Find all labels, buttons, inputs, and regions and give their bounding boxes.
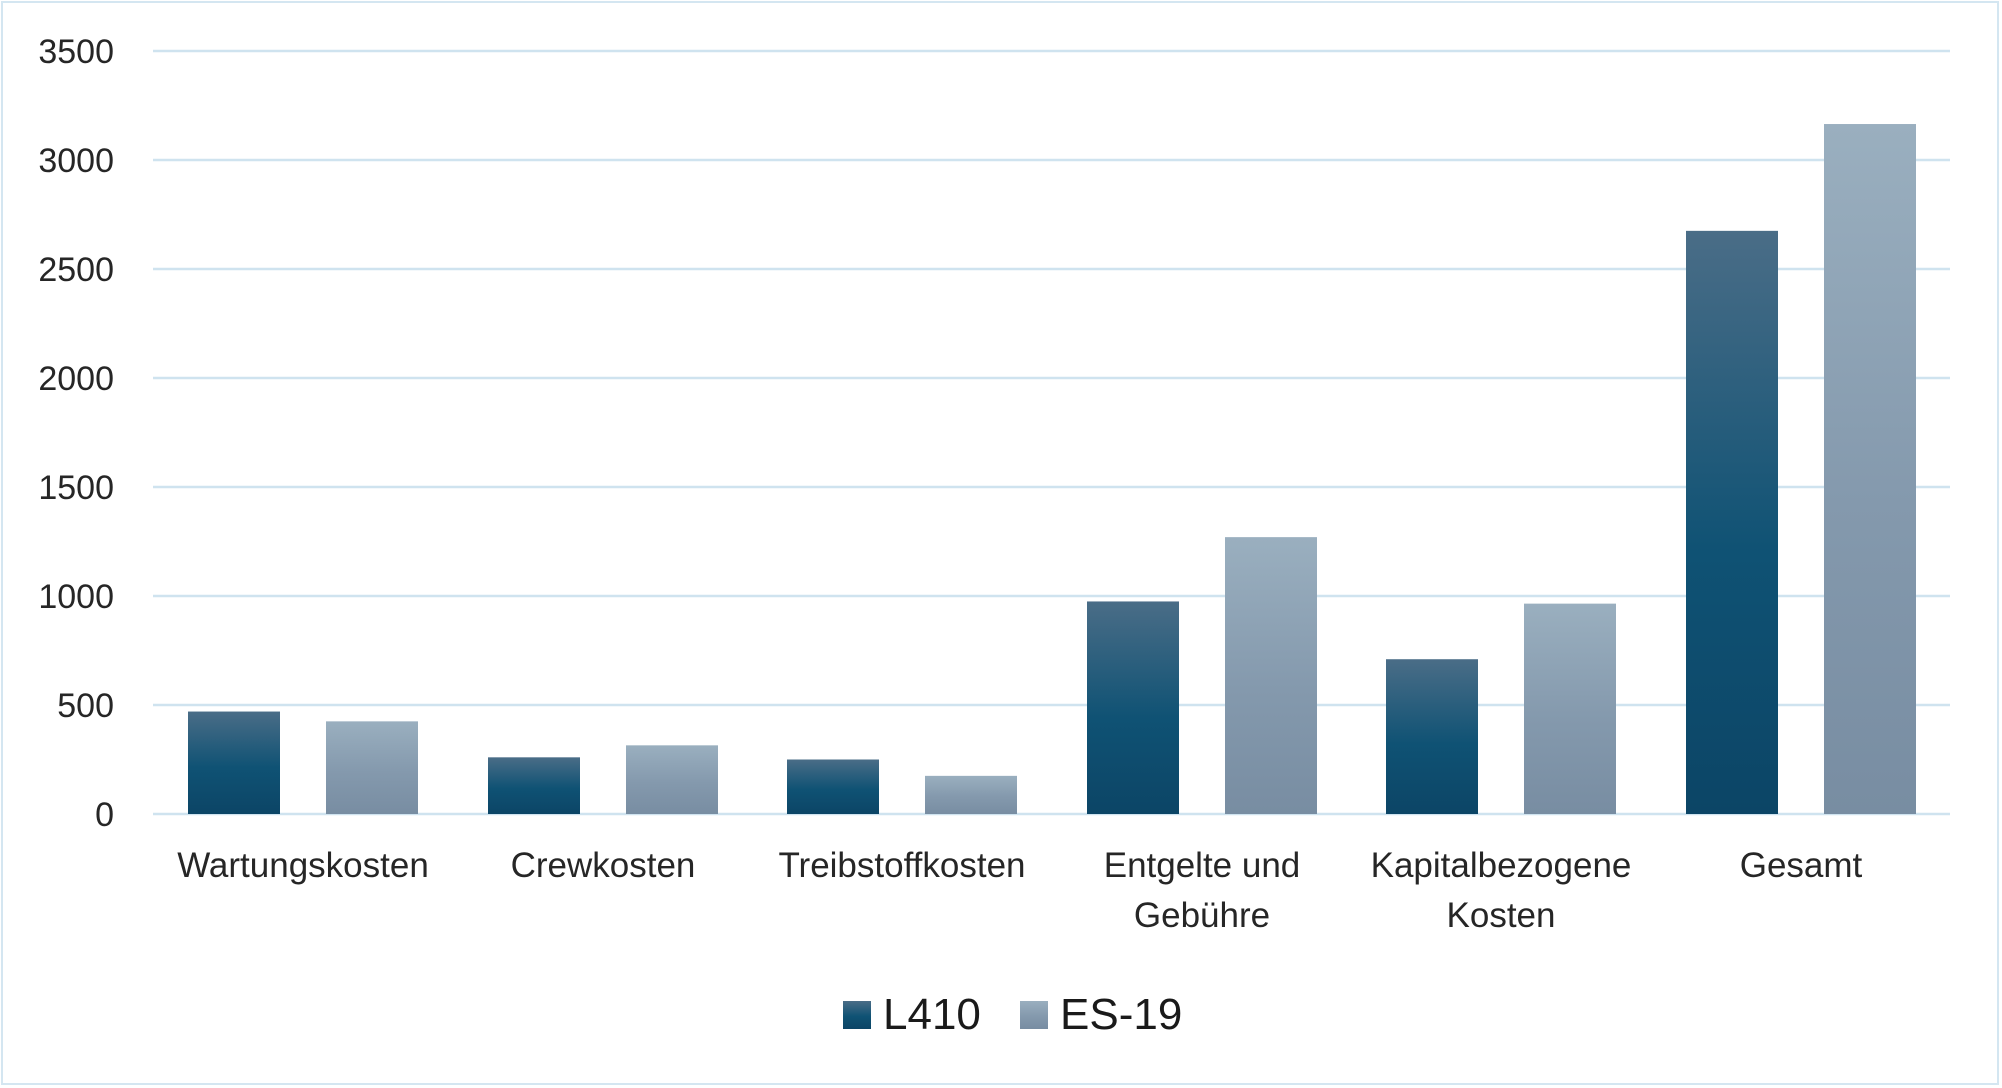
y-tick-label: 2000 bbox=[38, 360, 114, 398]
legend: L410 ES-19 bbox=[843, 990, 1182, 1039]
y-tick-label: 3500 bbox=[38, 33, 114, 71]
bar-l410-3 bbox=[1087, 601, 1179, 814]
legend-swatch-l410 bbox=[843, 1001, 871, 1029]
bar-l410-1 bbox=[488, 757, 580, 814]
bar-es-19-5 bbox=[1824, 124, 1916, 814]
y-tick-label: 0 bbox=[95, 796, 114, 834]
y-tick-label: 1000 bbox=[38, 578, 114, 616]
legend-label-l410: L410 bbox=[883, 990, 981, 1039]
y-tick-label: 3000 bbox=[38, 142, 114, 180]
x-category-label: Wartungskosten bbox=[177, 846, 429, 885]
bar-l410-0 bbox=[188, 711, 280, 814]
bar-es-19-3 bbox=[1225, 537, 1317, 814]
gridlines bbox=[153, 49, 1950, 816]
x-category-label: Entgelte und Gebühre bbox=[1104, 846, 1301, 935]
x-category-label: Gesamt bbox=[1740, 846, 1863, 885]
y-tick-label: 2500 bbox=[38, 251, 114, 289]
x-category-label: Kapitalbezogene Kosten bbox=[1371, 846, 1632, 935]
legend-label-es-19: ES-19 bbox=[1060, 990, 1182, 1039]
bar-es-19-2 bbox=[925, 775, 1017, 814]
bar-es-19-0 bbox=[326, 721, 418, 814]
bars bbox=[188, 124, 1916, 815]
bar-es-19-1 bbox=[626, 745, 718, 814]
y-tick-label: 500 bbox=[57, 687, 114, 725]
bar-es-19-4 bbox=[1524, 603, 1616, 814]
y-tick-label: 1500 bbox=[38, 469, 114, 507]
y-axis-tick-labels: 0 500 1000 1500 2000 2500 3000 3500 bbox=[38, 33, 114, 834]
x-category-label: Treibstoffkosten bbox=[778, 846, 1025, 885]
x-axis-category-labels: Wartungskosten Crewkosten Treibstoffkosten… bbox=[177, 846, 1862, 935]
bar-l410-2 bbox=[787, 759, 879, 814]
x-category-label: Crewkosten bbox=[511, 846, 696, 885]
legend-swatch-es-19 bbox=[1020, 1001, 1048, 1029]
bar-l410-5 bbox=[1686, 230, 1778, 815]
bar-l410-4 bbox=[1386, 659, 1478, 814]
